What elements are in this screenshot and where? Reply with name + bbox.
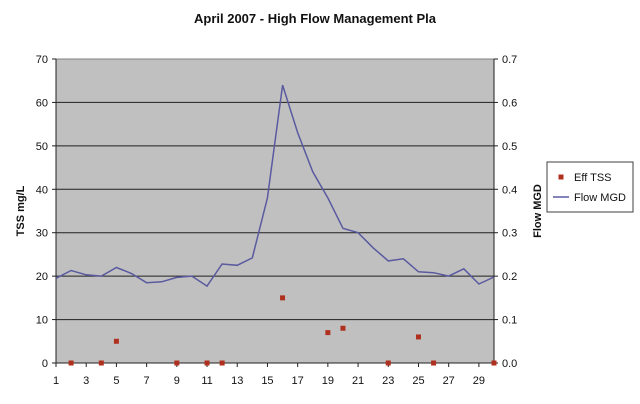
y-tick-label: 40 <box>36 184 48 196</box>
data-point-tss <box>325 330 331 336</box>
x-tick-label: 15 <box>261 375 273 387</box>
data-point-tss <box>340 325 346 331</box>
legend-box <box>546 161 634 213</box>
x-tick-label: 5 <box>113 375 119 387</box>
data-point-tss <box>68 360 74 366</box>
legend-swatch-marker <box>558 174 564 180</box>
y-tick-label: 50 <box>36 141 48 153</box>
data-point-tss <box>174 360 180 366</box>
y2-tick-label: 0.3 <box>502 228 517 240</box>
data-point-tss <box>491 360 497 366</box>
data-point-tss <box>219 360 225 366</box>
y2-axis-label: Flow MGD <box>532 184 544 238</box>
y2-tick-label: 0.6 <box>502 97 517 109</box>
data-point-tss <box>415 334 421 340</box>
data-point-tss <box>98 360 104 366</box>
x-tick-label: 7 <box>144 375 150 387</box>
y2-tick-label: 0.5 <box>502 141 517 153</box>
data-point-tss <box>280 295 286 301</box>
x-tick-label: 9 <box>174 375 180 387</box>
y-tick-label: 70 <box>36 54 48 66</box>
x-tick-label: 27 <box>443 375 455 387</box>
y2-tick-label: 0.0 <box>502 358 517 370</box>
y-tick-label: 30 <box>36 228 48 240</box>
x-tick-label: 29 <box>473 375 485 387</box>
legend-label: Flow MGD <box>574 192 626 204</box>
legend-label: Eff TSS <box>574 172 612 184</box>
data-point-tss <box>204 360 210 366</box>
y2-tick-label: 0.7 <box>502 54 517 66</box>
data-point-tss <box>113 338 119 344</box>
y-axis-label: TSS mg/L <box>15 185 27 236</box>
data-point-tss <box>431 360 437 366</box>
x-tick-label: 11 <box>201 375 212 387</box>
y2-tick-label: 0.4 <box>502 184 517 196</box>
x-tick-label: 1 <box>53 375 59 387</box>
x-tick-label: 17 <box>292 375 304 387</box>
y-tick-label: 60 <box>36 97 48 109</box>
plot-area: 0 10 20 30 40 50 60 70 0.0 0.1 0.2 0.3 0.4 0.5 0.6 0.7 1… <box>36 54 518 387</box>
x-tick-label: 23 <box>382 375 394 387</box>
x-tick-label: 19 <box>322 375 334 387</box>
series-line-flow <box>55 84 495 288</box>
plot-background <box>55 58 495 364</box>
y-tick-label: 0 <box>42 358 48 370</box>
data-point-tss <box>385 360 391 366</box>
y2-tick-label: 0.1 <box>502 315 517 327</box>
x-tick-label: 21 <box>352 375 364 387</box>
y-tick-label: 20 <box>36 271 48 283</box>
legend: Eff TSS Flow MGD <box>546 161 634 213</box>
chart-title: April 2007 - High Flow Management Pla <box>194 11 437 26</box>
y2-tick-label: 0.2 <box>502 271 517 283</box>
y-tick-label: 10 <box>36 315 48 327</box>
x-tick-label: 13 <box>231 375 243 387</box>
x-tick-label: 25 <box>412 375 424 387</box>
x-tick-label: 3 <box>83 375 89 387</box>
